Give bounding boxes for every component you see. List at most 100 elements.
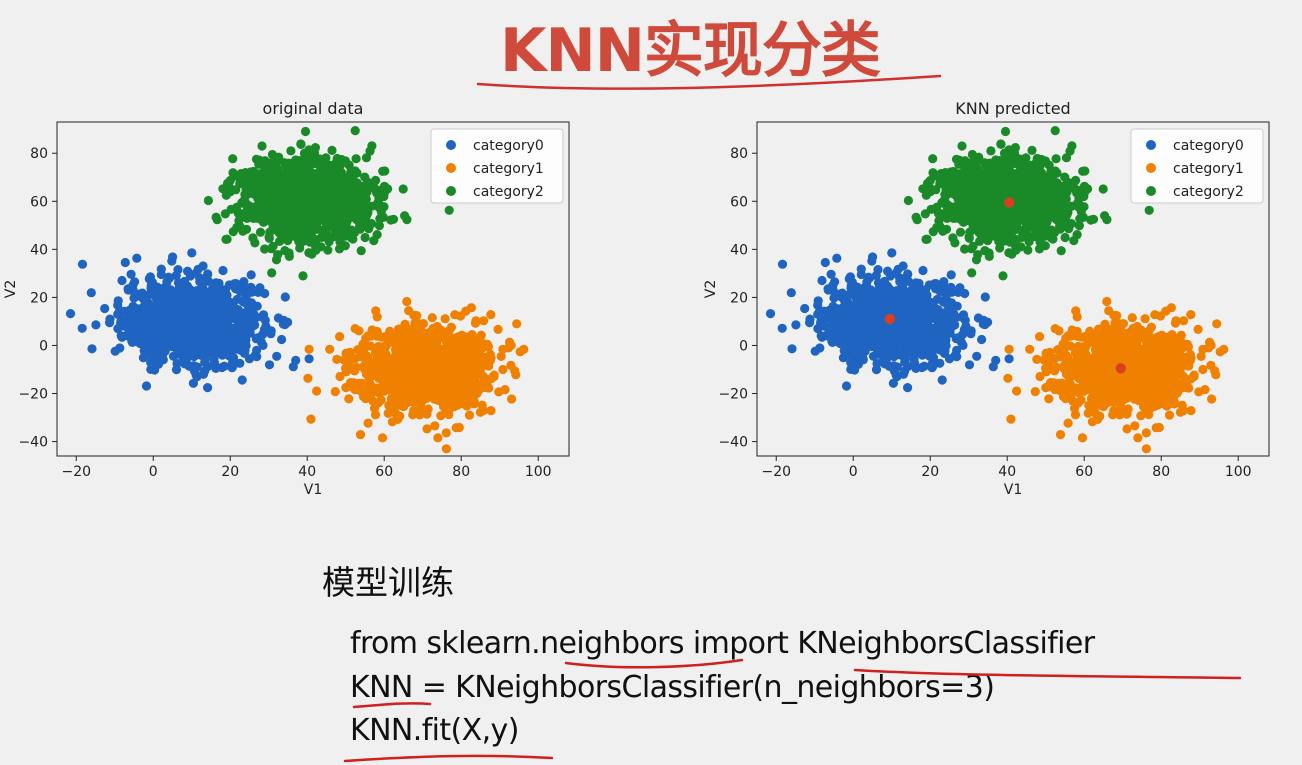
point-category1 — [395, 388, 405, 398]
point-category1 — [453, 365, 463, 376]
point-category0 — [179, 317, 190, 327]
point-category0 — [942, 299, 952, 309]
point-category0 — [813, 300, 823, 310]
point-category1 — [312, 386, 322, 396]
legend-label-category2: category2 — [473, 184, 544, 200]
point-category1 — [330, 387, 340, 397]
point-category0 — [217, 362, 227, 373]
y-tick-label: 0 — [39, 338, 48, 354]
point-category1 — [380, 371, 390, 381]
point-category1 — [447, 387, 458, 398]
point-category2 — [317, 164, 327, 174]
point-category0 — [191, 370, 201, 380]
point-category2 — [260, 244, 270, 254]
point-category0 — [207, 319, 217, 329]
point-category1 — [343, 382, 353, 392]
point-category2 — [350, 126, 360, 136]
point-category2 — [386, 215, 396, 225]
point-category1 — [481, 382, 492, 392]
point-category0 — [173, 324, 183, 334]
point-category1 — [466, 303, 476, 313]
point-category2 — [267, 268, 277, 278]
point-category0 — [880, 325, 890, 335]
point-category0 — [141, 381, 152, 391]
point-category0 — [951, 334, 961, 344]
point-category0 — [814, 307, 824, 318]
point-category2 — [300, 126, 311, 137]
point-category0 — [244, 354, 255, 364]
point-category1 — [1171, 316, 1181, 326]
point-category0 — [117, 275, 127, 286]
point-category1 — [1050, 324, 1060, 334]
point-category0 — [242, 299, 252, 309]
point-category2 — [260, 156, 270, 166]
point-category1 — [1151, 423, 1161, 433]
point-category1 — [409, 368, 419, 378]
chart-title: original data — [263, 99, 364, 118]
point-category1 — [1039, 355, 1049, 365]
point-category1 — [457, 330, 467, 340]
point-category0 — [224, 345, 234, 355]
plot-frame — [56, 121, 570, 457]
point-category1 — [423, 404, 433, 414]
point-category0 — [198, 369, 209, 379]
point-category0 — [226, 299, 236, 309]
y-tick-label: 80 — [30, 146, 48, 162]
point-category1 — [494, 387, 504, 397]
point-category0 — [1004, 354, 1014, 364]
point-category1 — [365, 341, 375, 351]
point-category2 — [275, 214, 285, 224]
point-category2 — [359, 206, 369, 216]
point-category1 — [400, 356, 410, 367]
point-category0 — [895, 349, 906, 359]
point-category1 — [498, 344, 508, 354]
point-category0 — [903, 276, 914, 286]
point-category0 — [805, 314, 815, 324]
point-category1 — [1127, 313, 1137, 323]
point-category0 — [200, 334, 210, 344]
point-category1 — [1061, 394, 1071, 404]
point-category0 — [937, 375, 947, 385]
point-category0 — [873, 324, 883, 334]
point-category0 — [935, 358, 945, 368]
point-category2 — [324, 237, 334, 247]
point-category1 — [396, 331, 406, 341]
point-category2 — [242, 202, 252, 212]
point-category1 — [306, 414, 316, 424]
point-category0 — [227, 363, 237, 373]
point-category0 — [241, 341, 251, 351]
point-category2 — [274, 152, 284, 162]
point-category1 — [1181, 382, 1192, 392]
point-category0 — [238, 309, 248, 319]
point-category1 — [374, 365, 384, 375]
point-category2 — [243, 180, 253, 190]
point-category0 — [114, 307, 124, 318]
point-category0 — [873, 265, 883, 275]
point-category1 — [414, 319, 424, 329]
point-category0 — [938, 309, 948, 319]
point-category0 — [120, 321, 130, 331]
point-category0 — [876, 284, 886, 294]
point-category0 — [139, 346, 149, 356]
point-category2 — [272, 175, 282, 185]
point-category2 — [301, 153, 311, 163]
point-category1 — [445, 377, 455, 387]
point-category1 — [1184, 361, 1194, 371]
point-category0 — [183, 283, 193, 293]
point-category1 — [1205, 337, 1215, 347]
point-category0 — [261, 321, 271, 331]
point-category1 — [415, 410, 425, 420]
point-category1 — [382, 364, 392, 374]
point-category0 — [907, 319, 917, 329]
point-category1 — [433, 433, 443, 443]
point-category1 — [350, 385, 360, 395]
point-category1 — [431, 326, 441, 336]
point-category2 — [275, 236, 285, 246]
point-category2 — [286, 146, 296, 156]
point-category1 — [1088, 404, 1098, 414]
point-category1 — [1164, 410, 1175, 420]
point-category0 — [867, 256, 877, 266]
point-category0 — [166, 285, 176, 295]
point-category1 — [468, 351, 478, 361]
point-category1 — [1077, 433, 1088, 443]
